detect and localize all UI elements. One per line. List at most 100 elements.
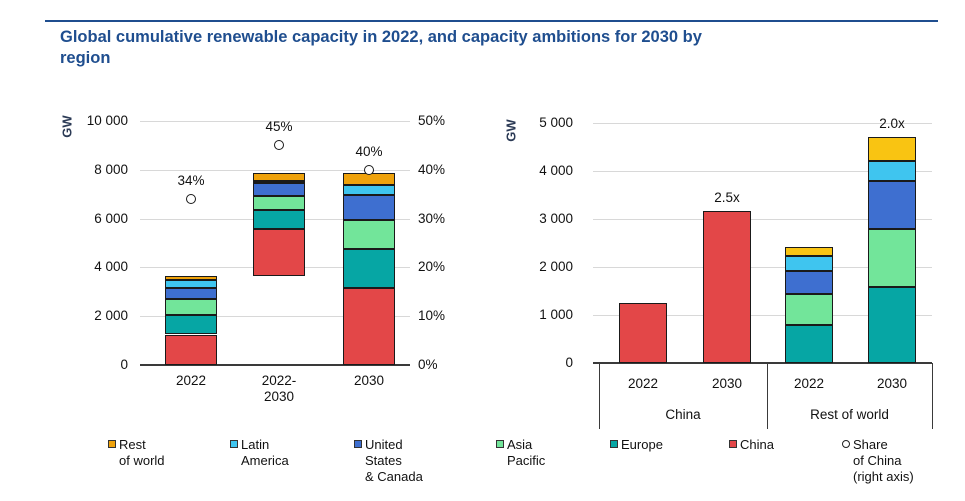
rest-of-world-swatch-icon [108,440,116,448]
legend-label: Europe [621,437,663,452]
bar-segment-us-canada [343,195,395,220]
gridline [140,169,410,171]
pct-axis-tick-label: 20% [418,259,446,275]
legend-label: Share of China (right axis) [853,437,914,484]
x-category-label: 2030 [711,376,743,391]
y-axis-tick-label: 2 000 [94,308,128,324]
share-of-china-marker-icon [186,194,196,205]
x-category-label: 2022- 2030 [261,373,297,404]
legend-label: China [740,437,774,452]
legend-item-china: China [729,437,774,453]
gridline [593,219,932,220]
legend-item-share-of-china: Share of China (right axis) [842,437,914,485]
group-separator [932,363,933,429]
legend-label: United States & Canada [365,437,423,484]
bar-segment-china [703,210,751,363]
y-axis-tick-label: 5 000 [539,115,573,130]
bar-segment-latin-america [785,256,833,272]
multiplier-annotation: 2.5x [714,189,740,205]
legend-item-asia-pacific: Asia Pacific [496,437,545,469]
bar-segment-asia-pacific [868,229,916,288]
legend-item-us-canada: United States & Canada [354,437,423,485]
bar-segment-asia-pacific [253,195,305,210]
gridline [593,315,932,316]
bar-segment-china [343,287,395,365]
bar-segment-asia-pacific [343,219,395,250]
bar-segment-latin-america [165,280,217,288]
x-category-label: 2022 [793,376,825,391]
legend-item-latin-america: Latin America [230,437,289,469]
bar-segment-china [619,303,667,363]
bar-segment-us-canada [868,181,916,230]
legend-label: Latin America [241,437,289,468]
gridline [593,267,932,268]
multiplier-annotation: 2.0x [879,116,905,132]
legend-item-rest-of-world: Rest of world [108,437,165,469]
gridline [140,316,410,318]
bar-segment-us-canada [253,182,305,196]
gridline [593,171,932,172]
x-category-label: 2030 [353,373,385,388]
share-of-china-marker-icon [364,164,374,175]
legend-label: Asia Pacific [507,437,546,468]
gridline [593,123,932,124]
x-category-label: 2022 [175,373,207,388]
y-axis-tick-label: 2 000 [539,259,573,274]
bar-segment-latin-america [343,185,395,196]
y-axis-tick-label: 10 000 [86,113,128,128]
asia-pacific-swatch-icon [496,440,504,448]
group-label: Rest of world [810,407,889,422]
latin-america-swatch-icon [230,440,238,448]
share-of-china-value-label: 34% [177,173,205,189]
us-canada-swatch-icon [354,440,362,448]
y-axis-tick-label: 1 000 [539,307,573,322]
legend-item-europe: Europe [610,437,663,453]
bar-segment-latin-america [253,180,305,183]
title-rule [45,20,938,22]
bar-segment-rest-of-world [343,172,395,186]
bar-segment-rest-of-world [868,137,916,162]
legend-label: Rest of world [119,437,165,468]
europe-swatch-icon [610,440,618,448]
pct-axis-tick-label: 50% [418,113,446,128]
bar-segment-europe [785,324,833,363]
y-axis-tick-label: 0 [565,355,573,370]
pct-axis-tick-label: 0% [418,357,438,372]
bar-segment-us-canada [165,287,217,300]
y-axis-tick-label: 6 000 [94,210,128,226]
group-separator [767,363,768,429]
bar-segment-rest-of-world [253,172,305,181]
share-of-china-marker-icon [274,140,284,151]
gridline [140,121,410,122]
bar-segment-asia-pacific [165,299,217,315]
bar-segment-us-canada [785,271,833,294]
y-axis-tick-label: 3 000 [539,211,573,226]
x-category-label: 2022 [627,376,659,391]
bar-segment-europe [165,314,217,335]
bar-segment-china [253,228,305,276]
x-axis-line [140,364,410,366]
x-category-label: 2030 [876,376,908,391]
x-axis-line [593,362,932,364]
bar-segment-rest-of-world [165,275,217,281]
pct-axis-tick-label: 10% [418,308,446,324]
figure-title: Global cumulative renewable capacity in … [60,28,702,67]
y-axis-tick-label: 4 000 [539,163,573,178]
bar-segment-europe [868,287,916,363]
share-of-china-marker-icon [842,440,850,448]
bar-segment-china [165,334,217,365]
china-swatch-icon [729,440,737,448]
group-separator [599,363,600,429]
bar-segment-europe [253,209,305,229]
share-of-china-value-label: 45% [265,119,293,135]
pct-axis-tick-label: 40% [418,161,446,177]
group-label: China [665,407,701,422]
bar-segment-latin-america [868,161,916,182]
bar-segment-rest-of-world [785,247,833,257]
pct-axis-tick-label: 30% [418,210,446,226]
y-axis-tick-label: 0 [120,357,128,372]
share-of-china-value-label: 40% [355,143,383,159]
bar-segment-europe [343,249,395,288]
bar-segment-asia-pacific [785,293,833,325]
